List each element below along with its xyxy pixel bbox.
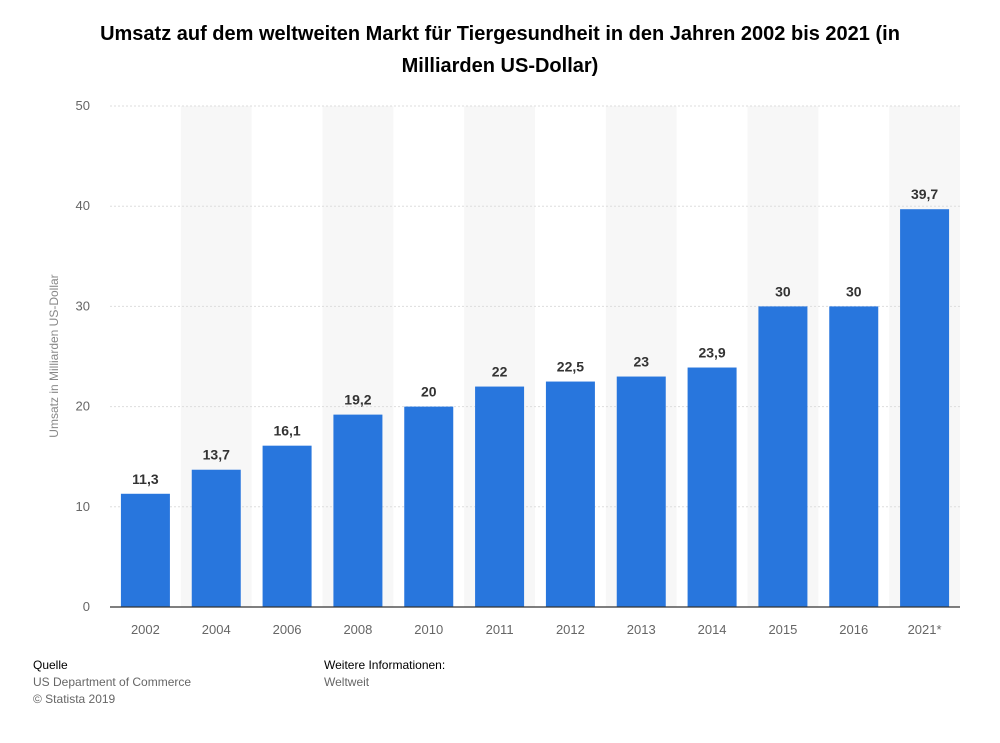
source-block: Quelle US Department of Commerce © Stati… [33, 657, 191, 708]
info-heading: Weitere Informationen: [324, 658, 446, 672]
bar [900, 209, 950, 607]
y-tick-label: 10 [76, 499, 90, 514]
data-label: 13,7 [203, 447, 230, 463]
data-label: 22 [492, 364, 508, 380]
bar [758, 306, 808, 607]
y-tick-label: 0 [83, 599, 90, 614]
source-heading: Quelle [33, 658, 68, 672]
x-tick-label: 2021* [908, 622, 942, 637]
info-block: Weitere Informationen: Weltweit [324, 657, 445, 691]
x-tick-label: 2014 [698, 622, 727, 637]
x-tick-label: 2002 [131, 622, 160, 637]
copyright-text: © Statista 2019 [33, 692, 116, 706]
x-tick-label: 2008 [343, 622, 372, 637]
data-label: 22,5 [557, 359, 584, 375]
bar [120, 493, 170, 607]
bar [475, 386, 525, 607]
data-label: 20 [421, 384, 437, 400]
bar [262, 445, 312, 607]
data-label: 30 [846, 283, 862, 299]
bar [545, 381, 595, 607]
data-label: 23,9 [698, 345, 725, 361]
chart-title: Umsatz auf dem weltweiten Markt für Tier… [100, 23, 900, 77]
bar [404, 406, 454, 607]
x-tick-label: 2011 [486, 622, 514, 637]
bar [829, 306, 879, 607]
bar [333, 414, 383, 607]
bar [687, 367, 737, 607]
bar [616, 376, 666, 607]
data-label: 11,3 [132, 471, 159, 487]
source-text: US Department of Commerce [33, 675, 192, 689]
x-tick-label: 2015 [768, 622, 797, 637]
data-label: 30 [775, 283, 791, 299]
x-tick-label: 2012 [556, 622, 585, 637]
data-label: 23 [633, 354, 649, 370]
x-tick-label: 2013 [627, 622, 656, 637]
bar-chart: 2002 2004 2006 2008 2010 2011 2012 2013 2014 2015… [47, 98, 960, 637]
y-tick-label: 40 [76, 198, 90, 213]
x-tick-label: 2016 [839, 622, 868, 637]
y-tick-label: 50 [76, 98, 90, 113]
x-tick-label: 2010 [414, 622, 443, 637]
bar [191, 469, 241, 607]
data-label: 39,7 [911, 186, 938, 202]
data-label: 19,2 [344, 392, 371, 408]
x-tick-label: 2006 [273, 622, 302, 637]
data-label: 16,1 [273, 423, 300, 439]
info-text: Weltweit [324, 675, 370, 689]
y-axis-label: Umsatz in Milliarden US-Dollar [47, 274, 61, 437]
x-tick-label: 2004 [202, 622, 231, 637]
y-tick-label: 20 [76, 399, 90, 414]
y-tick-label: 30 [76, 298, 90, 313]
